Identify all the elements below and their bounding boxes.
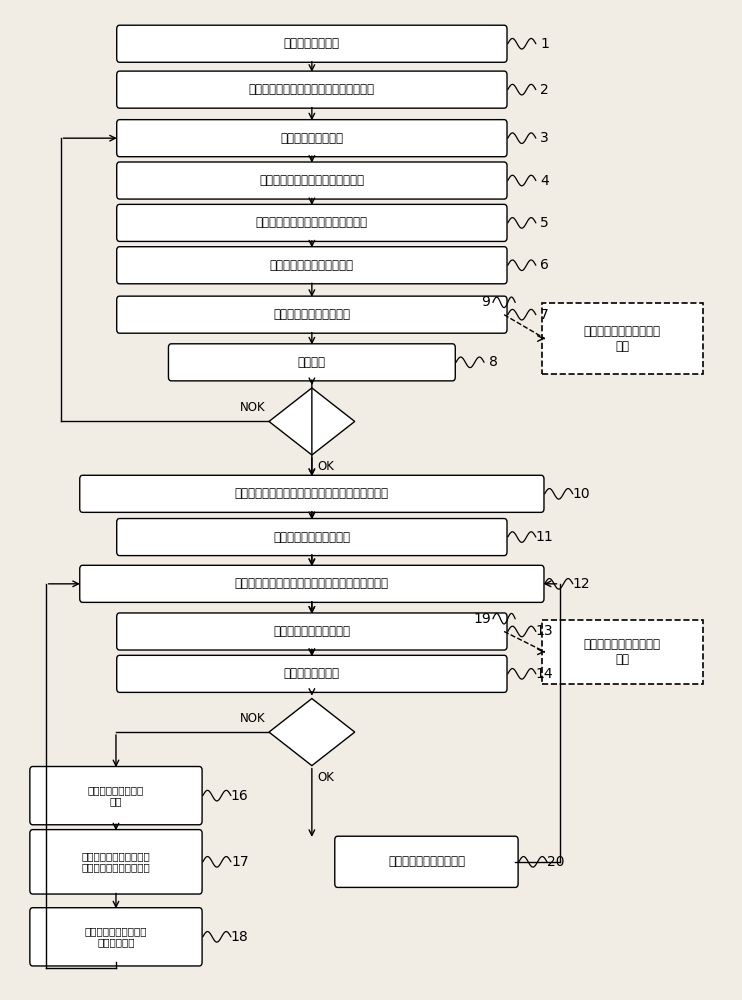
Text: OK: OK xyxy=(318,771,335,784)
Text: 19: 19 xyxy=(473,612,490,626)
Text: 5: 5 xyxy=(540,216,549,230)
Text: 3: 3 xyxy=(540,131,549,145)
Text: 沿校正后的轨迹进行锤击: 沿校正后的轨迹进行锤击 xyxy=(273,531,350,544)
Text: 14: 14 xyxy=(536,667,554,681)
FancyBboxPatch shape xyxy=(542,620,703,684)
Text: 在机器人上更换执行器，
该执行器承载有锤击工具: 在机器人上更换执行器， 该执行器承载有锤击工具 xyxy=(82,851,151,873)
FancyBboxPatch shape xyxy=(30,830,202,894)
Text: 9: 9 xyxy=(481,295,490,309)
FancyBboxPatch shape xyxy=(116,204,507,241)
Text: 限定待被锤击的特定
区域: 限定待被锤击的特定 区域 xyxy=(88,785,144,806)
FancyBboxPatch shape xyxy=(116,71,507,108)
Text: 2: 2 xyxy=(540,83,549,97)
FancyBboxPatch shape xyxy=(168,344,456,381)
FancyBboxPatch shape xyxy=(30,767,202,825)
FancyBboxPatch shape xyxy=(116,519,507,556)
Text: 限定初始焊缝轨迹: 限定初始焊缝轨迹 xyxy=(284,37,340,50)
Text: NOK: NOK xyxy=(240,712,266,725)
FancyBboxPatch shape xyxy=(30,908,202,966)
FancyBboxPatch shape xyxy=(116,247,507,284)
FancyBboxPatch shape xyxy=(79,475,544,512)
Text: 沿校正后的轨迹进行扫描: 沿校正后的轨迹进行扫描 xyxy=(273,308,350,321)
Text: 6: 6 xyxy=(540,258,549,272)
Polygon shape xyxy=(269,388,355,455)
Text: 在机器人上更换执行器，该执行器承载有锤击工具: 在机器人上更换执行器，该执行器承载有锤击工具 xyxy=(235,487,389,500)
Text: 4: 4 xyxy=(540,174,549,188)
Text: 10: 10 xyxy=(573,487,591,501)
Text: 扫描结果和初始轨迹之间的差值计算: 扫描结果和初始轨迹之间的差值计算 xyxy=(256,216,368,229)
Text: NOK: NOK xyxy=(240,401,266,414)
Text: 在机器人上更换执行器，该执行器承载有扫描工具: 在机器人上更换执行器，该执行器承载有扫描工具 xyxy=(235,577,389,590)
Text: 检查锤击后的区域: 检查锤击后的区域 xyxy=(284,667,340,680)
FancyBboxPatch shape xyxy=(116,162,507,199)
FancyBboxPatch shape xyxy=(542,303,703,374)
FancyBboxPatch shape xyxy=(116,25,507,62)
Text: 沿初始轨迹扫描焊缝: 沿初始轨迹扫描焊缝 xyxy=(280,132,344,145)
FancyBboxPatch shape xyxy=(116,613,507,650)
Text: 16: 16 xyxy=(231,789,249,803)
Text: 在处理前测量区域的几何
结构: 在处理前测量区域的几何 结构 xyxy=(584,325,661,353)
Text: 11: 11 xyxy=(536,530,554,544)
Text: 13: 13 xyxy=(536,624,554,638)
FancyBboxPatch shape xyxy=(335,836,518,887)
Text: 8: 8 xyxy=(488,355,497,369)
Text: 沿关于特定区域的校正
轨迹进行锤击: 沿关于特定区域的校正 轨迹进行锤击 xyxy=(85,926,147,948)
Text: 对数据进行后处理以定位焊缝根部: 对数据进行后处理以定位焊缝根部 xyxy=(260,174,364,187)
Text: 20: 20 xyxy=(547,855,565,869)
Text: 17: 17 xyxy=(231,855,249,869)
FancyBboxPatch shape xyxy=(79,565,544,602)
Text: 测量锤击后的区域的几何
结构: 测量锤击后的区域的几何 结构 xyxy=(584,638,661,666)
Text: 沿校正后的轨迹进行扫描: 沿校正后的轨迹进行扫描 xyxy=(273,625,350,638)
FancyBboxPatch shape xyxy=(116,296,507,333)
Text: 将承载扫描工具的执行器固定在机器人上: 将承载扫描工具的执行器固定在机器人上 xyxy=(249,83,375,96)
Text: 1: 1 xyxy=(540,37,549,51)
FancyBboxPatch shape xyxy=(116,655,507,692)
Text: 检查校正: 检查校正 xyxy=(298,356,326,369)
FancyBboxPatch shape xyxy=(116,120,507,157)
Text: 18: 18 xyxy=(231,930,249,944)
Text: 7: 7 xyxy=(540,308,549,322)
Text: 12: 12 xyxy=(573,577,591,591)
Text: 根据差值计算进行轨迹校正: 根据差值计算进行轨迹校正 xyxy=(270,259,354,272)
Polygon shape xyxy=(269,699,355,766)
Text: OK: OK xyxy=(318,460,335,473)
Text: 为新的处理进行重新定位: 为新的处理进行重新定位 xyxy=(388,855,465,868)
